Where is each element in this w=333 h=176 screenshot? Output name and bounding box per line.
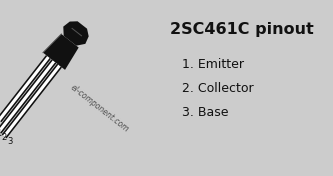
Text: el-component.com: el-component.com bbox=[69, 82, 131, 134]
Text: 1. Emitter: 1. Emitter bbox=[182, 58, 244, 71]
Text: 2SC461C pinout: 2SC461C pinout bbox=[170, 22, 314, 37]
Text: 1: 1 bbox=[0, 129, 1, 138]
Text: 3. Base: 3. Base bbox=[182, 106, 228, 119]
Text: 2. Collector: 2. Collector bbox=[182, 82, 254, 95]
Text: 3: 3 bbox=[7, 137, 12, 146]
Polygon shape bbox=[43, 34, 79, 70]
Polygon shape bbox=[63, 21, 89, 46]
Text: 2: 2 bbox=[2, 133, 7, 142]
